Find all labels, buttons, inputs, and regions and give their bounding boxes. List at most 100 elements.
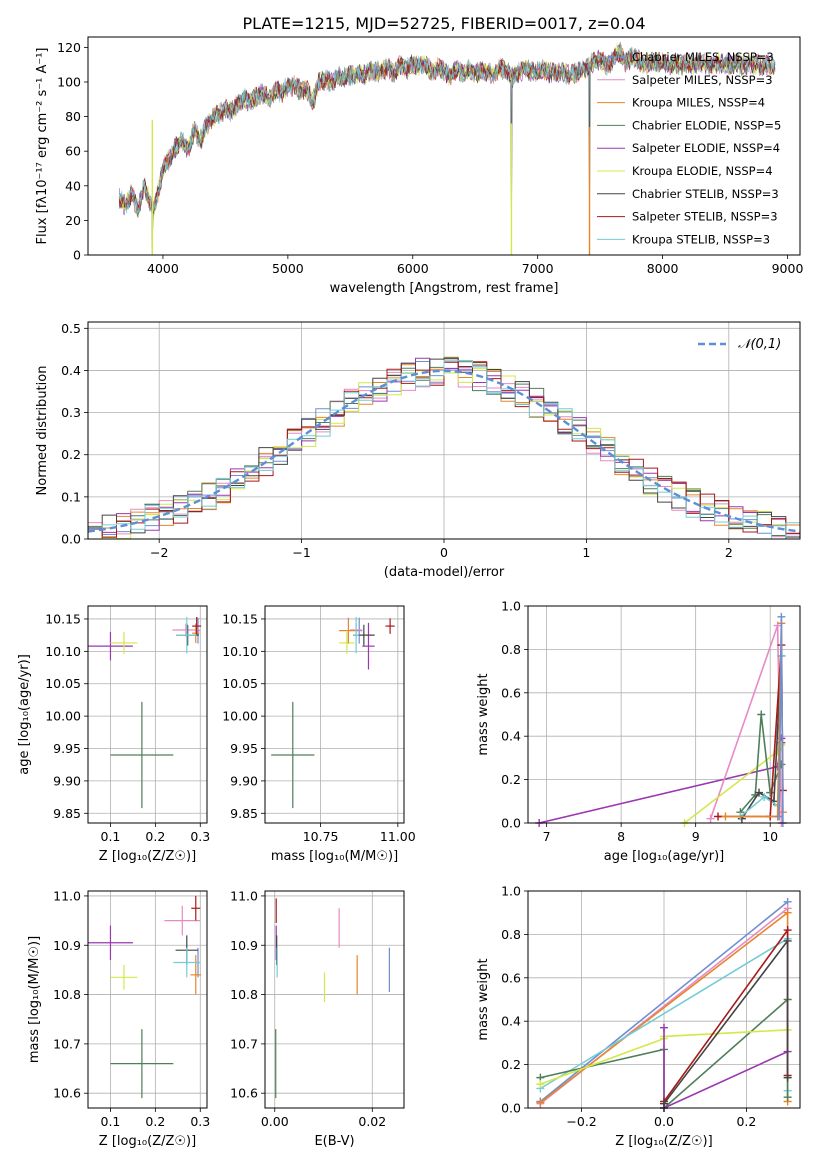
age_vs_Z-ytick-label: 10.15 bbox=[45, 611, 81, 626]
spectrum-ytick-label: 80 bbox=[65, 109, 81, 124]
mass_vs_Z-ylabel: mass [log₁₀(M/M☉)] bbox=[27, 936, 42, 1063]
mass_weight_vs_Z-ylabel: mass weight bbox=[476, 958, 491, 1040]
age_vs_Z-ytick-label: 10.00 bbox=[45, 709, 81, 724]
age_vs_mass-ytick-label: 10.05 bbox=[222, 676, 258, 691]
spectrum-xtick-label: 7000 bbox=[522, 261, 554, 276]
spectrum-xtick-label: 4000 bbox=[147, 261, 179, 276]
residuals-ytick-label: 0.5 bbox=[61, 321, 81, 336]
mass_weight_vs_Z-ytick-label: 0.8 bbox=[501, 927, 521, 942]
residuals-ytick-label: 0.0 bbox=[61, 532, 81, 547]
residuals-ytick-label: 0.4 bbox=[61, 363, 81, 378]
legend-label-kroupa-miles: Kroupa MILES, NSSP=4 bbox=[632, 96, 765, 110]
mass_weight_vs_age-xlabel: age [log₁₀(age/yr)] bbox=[604, 849, 725, 864]
mass_vs_Z-xtick-label: 0.2 bbox=[145, 1114, 165, 1129]
mass_weight_vs_Z-series-salpeter-elodie-marker bbox=[660, 1023, 668, 1032]
mass_weight_vs_age-series-chabrier-miles-marker bbox=[777, 612, 786, 621]
mass_weight_vs_age-series-salpeter-elodie bbox=[539, 738, 783, 823]
mass_weight_vs_age-ytick-label: 0.2 bbox=[501, 772, 521, 787]
spectrum-line-salpeter-stelib bbox=[118, 49, 776, 212]
mass_weight_vs_Z-ytick-label: 0.0 bbox=[501, 1101, 521, 1116]
spectrum-frame bbox=[87, 36, 801, 256]
age_vs_mass-xlabel: mass [log₁₀(M/M☉)] bbox=[271, 849, 398, 864]
spectrum-ytick-label: 20 bbox=[65, 213, 81, 228]
mass_weight_vs_Z-ytick-label: 0.6 bbox=[501, 970, 521, 985]
residuals-xtick-label: −2 bbox=[150, 545, 168, 560]
mass_weight_vs_age-series-chabrier-elodie-marker bbox=[757, 710, 766, 719]
mass_vs_Z-xlabel: Z [log₁₀(Z/Z☉)] bbox=[99, 1134, 196, 1149]
spectrum-xtick-label: 9000 bbox=[772, 261, 804, 276]
spectrum-ytick-label: 60 bbox=[65, 144, 81, 159]
mass_weight_vs_age-series-salpeter-stelib-marker bbox=[714, 812, 723, 821]
spectrum-ytick-label: 40 bbox=[65, 178, 81, 193]
mass_weight_vs_age-ylabel: mass weight bbox=[476, 673, 491, 755]
mass_weight_vs_age-ytick-label: 0.8 bbox=[501, 642, 521, 657]
age_vs_Z-ylabel: age [log₁₀(age/yr)] bbox=[17, 654, 32, 775]
mass_vs_ebv-frame bbox=[264, 890, 405, 1109]
mass_vs_ebv-ytick-label: 10.7 bbox=[230, 1036, 258, 1051]
age_vs_Z-xtick-label: 0.2 bbox=[145, 829, 165, 844]
axes-layer: 4000 5000 6000 7000 8000 9000020406080100120w… bbox=[17, 36, 804, 1149]
spectrum-ylabel: Flux [fλ10⁻¹⁷ erg cm⁻² s⁻¹ A⁻¹] bbox=[35, 48, 50, 245]
age_vs_Z-ytick-label: 10.05 bbox=[45, 676, 81, 691]
mass_weight_vs_age-xtick-label: 10 bbox=[762, 829, 778, 844]
mass_weight_vs_Z-xtick-label: 0.2 bbox=[736, 1114, 756, 1129]
age_vs_mass-ytick-label: 9.85 bbox=[230, 806, 258, 821]
spectrum-xtick-label: 6000 bbox=[397, 261, 429, 276]
mass_weight_vs_age-ytick-label: 0.0 bbox=[501, 816, 521, 831]
age_vs_Z-xlabel: Z [log₁₀(Z/Z☉)] bbox=[99, 849, 196, 864]
mass_weight_vs_Z-series-salpeter-elodie bbox=[663, 1027, 788, 1108]
mass_weight_vs_Z-series-chabrier-stelib-marker bbox=[783, 1073, 792, 1082]
age_vs_Z-ytick-label: 9.90 bbox=[53, 773, 81, 788]
mass_weight_vs_age-ytick-label: 0.6 bbox=[501, 685, 521, 700]
mass_weight_vs_Z-ytick-label: 0.2 bbox=[501, 1057, 521, 1072]
figure-title: PLATE=1215, MJD=52725, FIBERID=0017, z=0… bbox=[242, 14, 645, 33]
data-layer bbox=[87, 41, 801, 1112]
residuals-xtick-label: 0 bbox=[440, 545, 448, 560]
age_vs_mass-ytick-label: 10.15 bbox=[222, 611, 258, 626]
mass_vs_ebv-ytick-label: 11.0 bbox=[230, 888, 258, 903]
mass_weight_vs_age-xtick-label: 7 bbox=[543, 829, 551, 844]
mass_vs_ebv-ytick-label: 10.9 bbox=[230, 938, 258, 953]
mass_vs_ebv-ytick-label: 10.6 bbox=[230, 1086, 258, 1101]
residuals-xtick-label: 2 bbox=[725, 545, 733, 560]
age_vs_Z-ytick-label: 9.95 bbox=[53, 741, 81, 756]
legend-label-salpeter-miles: Salpeter MILES, NSSP=3 bbox=[632, 73, 773, 87]
legend-label-kroupa-stelib: Kroupa STELIB, NSSP=3 bbox=[632, 232, 770, 246]
residuals-ytick-label: 0.1 bbox=[61, 489, 81, 504]
spectrum-ytick-label: 120 bbox=[57, 40, 81, 55]
age_vs_mass-xtick-label: 11.00 bbox=[380, 829, 416, 844]
mass_vs_Z-ytick-label: 10.6 bbox=[53, 1086, 81, 1101]
age_vs_Z-xtick-label: 0.1 bbox=[101, 829, 121, 844]
spectrum-xtick-label: 8000 bbox=[647, 261, 679, 276]
legend-label-chabrier-miles: Chabrier MILES, NSSP=3 bbox=[632, 50, 774, 64]
legend-label-chabrier-stelib: Chabrier STELIB, NSSP=3 bbox=[632, 187, 779, 201]
mass_weight_vs_Z-series-kroupa-miles-marker bbox=[536, 1098, 545, 1107]
legend-label-salpeter-stelib: Salpeter STELIB, NSSP=3 bbox=[632, 210, 778, 224]
mass_vs_ebv-ytick-label: 10.8 bbox=[230, 987, 258, 1002]
mass_vs_Z-xtick-label: 0.3 bbox=[190, 1114, 210, 1129]
mass_weight_vs_Z-series-chabrier-elodie-marker bbox=[783, 1093, 792, 1102]
mass_weight_vs_Z-xtick-label: 0.0 bbox=[654, 1114, 674, 1129]
mass_weight_vs_Z-series-kroupa-elodie-marker bbox=[536, 1080, 545, 1089]
mass_weight_vs_age-series-chabrier-elodie-marker bbox=[766, 788, 775, 797]
mass_weight_vs_Z-series-salpeter-stelib-marker bbox=[783, 926, 792, 935]
mass_weight_vs_age-series-chabrier-miles-marker bbox=[775, 812, 784, 821]
residuals-ytick-label: 0.2 bbox=[61, 447, 81, 462]
mass_weight_vs_Z-ytick-label: 0.4 bbox=[501, 1014, 521, 1029]
mass_vs_Z-ytick-label: 11.0 bbox=[53, 888, 81, 903]
mass_weight_vs_age-xtick-label: 9 bbox=[692, 829, 700, 844]
residuals-xtick-label: −1 bbox=[292, 545, 310, 560]
spectrum-xtick-label: 5000 bbox=[272, 261, 304, 276]
mass_weight_vs_Z-ytick-label: 1.0 bbox=[501, 884, 521, 899]
mass_weight_vs_age-ytick-label: 0.4 bbox=[501, 729, 521, 744]
legend-label-normal: 𝒩(0,1) bbox=[738, 337, 781, 352]
mass_vs_Z-ytick-label: 10.8 bbox=[53, 987, 81, 1002]
legend-label-chabrier-elodie: Chabrier ELODIE, NSSP=5 bbox=[632, 118, 781, 132]
mass_weight_vs_age-series-chabrier-stelib-marker bbox=[755, 788, 764, 797]
spectrum-ytick-label: 0 bbox=[73, 248, 81, 263]
histogram-step-chabrier-stelib bbox=[88, 358, 800, 539]
mass_vs_Z-ytick-label: 10.9 bbox=[53, 938, 81, 953]
spectrum-line-chabrier-stelib bbox=[118, 47, 776, 255]
mass_vs_ebv-xtick-label: 0.00 bbox=[261, 1114, 289, 1129]
